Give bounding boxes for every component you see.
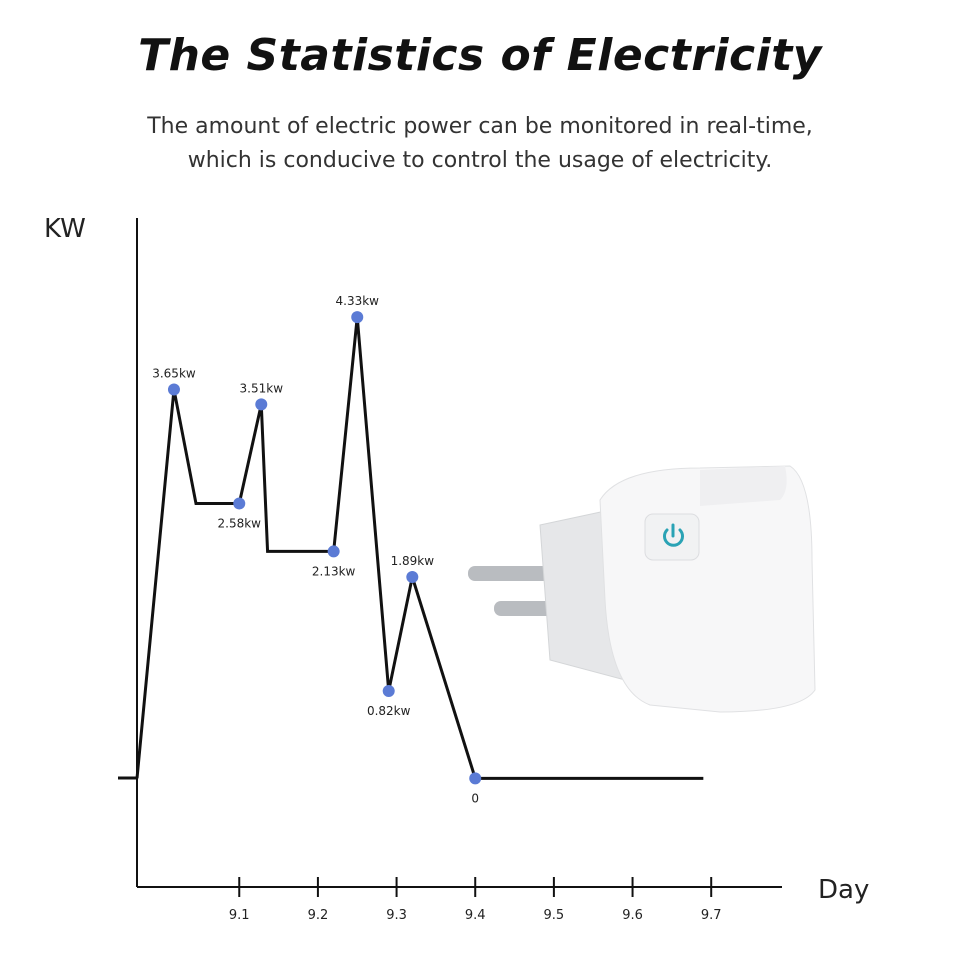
x-tick-label: 9.2	[308, 908, 329, 923]
chart-subtitle: which is conducive to control the usage …	[188, 148, 773, 173]
x-tick-label: 9.3	[386, 908, 407, 923]
line	[135, 316, 704, 780]
chart-subtitle: The amount of electric power can be moni…	[146, 114, 813, 139]
value-label: 3.51kw	[240, 381, 284, 395]
value-label: 0	[471, 791, 479, 805]
data-point	[255, 398, 268, 411]
data-point	[327, 545, 340, 558]
x-tick-label: 9.5	[544, 908, 565, 923]
value-label: 3.65kw	[152, 367, 196, 381]
data-point	[406, 571, 419, 584]
y-axis-label: KW	[44, 214, 86, 244]
value-label: 2.13kw	[312, 564, 356, 578]
data-point	[351, 311, 364, 324]
value-label: 0.82kw	[367, 704, 411, 718]
data-point	[469, 772, 482, 785]
value-label: 2.58kw	[218, 516, 262, 530]
data-point	[167, 383, 180, 396]
data-point	[233, 497, 246, 510]
x-tick-label: 9.6	[622, 908, 643, 923]
x-tick-label: 9.1	[229, 908, 250, 923]
x-tick-label: 9.4	[465, 908, 486, 923]
value-label: 1.89kw	[391, 554, 435, 568]
chart-title: The Statistics of Electricity	[138, 30, 824, 81]
x-tick-label: 9.7	[701, 908, 722, 923]
value-label: 4.33kw	[336, 294, 380, 308]
x-axis-label: Day	[818, 875, 869, 905]
plug-illustration	[468, 465, 816, 713]
data-point	[382, 684, 395, 697]
